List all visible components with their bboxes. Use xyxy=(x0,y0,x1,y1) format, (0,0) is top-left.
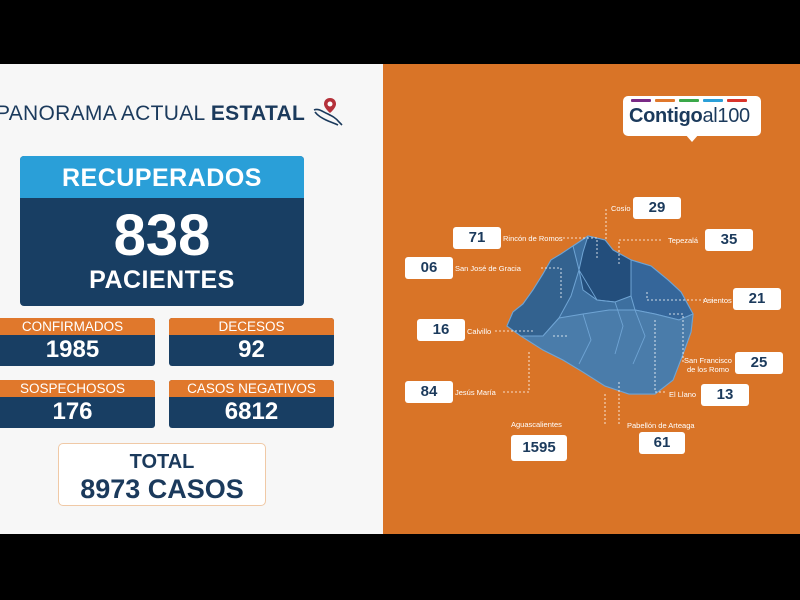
statewide-panel: PANORAMA ACTUAL ESTATAL RECUPERADOS 838 … xyxy=(0,64,383,534)
muni-count-calvillo: 16 xyxy=(417,319,465,341)
muni-label-cosio: Cosío xyxy=(611,204,631,213)
recovered-value: 838 xyxy=(113,203,211,268)
stat-label: DECESOS xyxy=(169,318,334,335)
stat-suspected: SOSPECHOSOS 176 xyxy=(0,380,155,428)
muni-label-calvillo: Calvillo xyxy=(467,327,492,336)
total-box: TOTAL 8973 CASOS xyxy=(58,443,266,506)
infographic: PANORAMA ACTUAL ESTATAL RECUPERADOS 838 … xyxy=(0,64,800,534)
aguascalientes-map xyxy=(495,209,713,424)
muni-label-tepezala: Tepezalá xyxy=(668,236,699,245)
stat-label: CASOS NEGATIVOS xyxy=(169,380,334,397)
muni-label-san-francisco-de-los-romo: San Francisco de los Romo xyxy=(684,356,732,374)
map-north-region xyxy=(578,235,632,303)
contigo-al-100-logo: Contigoal100 xyxy=(623,96,761,142)
stat-value: 1985 xyxy=(45,336,100,363)
muni-count-aguascalientes: 1595 xyxy=(511,435,567,461)
panel-title: PANORAMA ACTUAL ESTATAL xyxy=(0,98,343,126)
stat-deaths: DECESOS 92 xyxy=(169,318,334,366)
muni-count-el-llano: 13 xyxy=(701,384,749,406)
stat-negative: CASOS NEGATIVOS 6812 xyxy=(169,380,334,428)
mexico-location-icon xyxy=(313,98,343,126)
recovered-unit: PACIENTES xyxy=(89,266,235,294)
stat-confirmed: CONFIRMADOS 1985 xyxy=(0,318,155,366)
muni-label-jesus-maria: Jesús María xyxy=(455,388,496,397)
muni-count-san-jose-de-gracia: 06 xyxy=(405,257,453,279)
logo-text-regular: al100 xyxy=(702,105,750,127)
muni-count-tepezala: 35 xyxy=(705,229,753,251)
recovered-card: RECUPERADOS 838 PACIENTES xyxy=(20,156,304,306)
stat-value: 176 xyxy=(52,398,93,425)
municipal-map-panel: Contigoal100 xyxy=(383,64,800,534)
muni-count-rincon-de-romos: 71 xyxy=(453,227,501,249)
total-value: 8973 CASOS xyxy=(80,474,244,504)
recovered-label: RECUPERADOS xyxy=(20,156,304,198)
muni-label-rincon-de-romos: Rincón de Romos xyxy=(503,234,563,243)
title-bold: ESTATAL xyxy=(210,102,306,125)
stat-value: 92 xyxy=(238,336,265,363)
map-leader-lines xyxy=(495,209,713,424)
stat-label: CONFIRMADOS xyxy=(0,318,155,335)
muni-label-pabellon-de-arteaga: Pabellón de Arteaga xyxy=(627,421,695,430)
muni-count-pabellon-de-arteaga: 61 xyxy=(639,432,685,454)
muni-label-el-llano: El Llano xyxy=(669,390,697,399)
muni-label-san-jose-de-gracia: San José de Gracia xyxy=(455,264,521,273)
stat-value: 6812 xyxy=(224,398,279,425)
stat-label: SOSPECHOSOS xyxy=(0,380,155,397)
muni-count-asientos: 21 xyxy=(733,288,781,310)
muni-label-aguascalientes: Aguascalientes xyxy=(511,420,562,429)
muni-count-cosio: 29 xyxy=(633,197,681,219)
logo-text-bold: Contigo xyxy=(629,105,703,127)
muni-count-san-francisco-de-los-romo: 25 xyxy=(735,352,783,374)
muni-count-jesus-maria: 84 xyxy=(405,381,453,403)
total-label: TOTAL xyxy=(129,451,195,473)
muni-label-asientos: Asientos xyxy=(703,296,732,305)
title-regular: PANORAMA ACTUAL xyxy=(0,102,211,125)
